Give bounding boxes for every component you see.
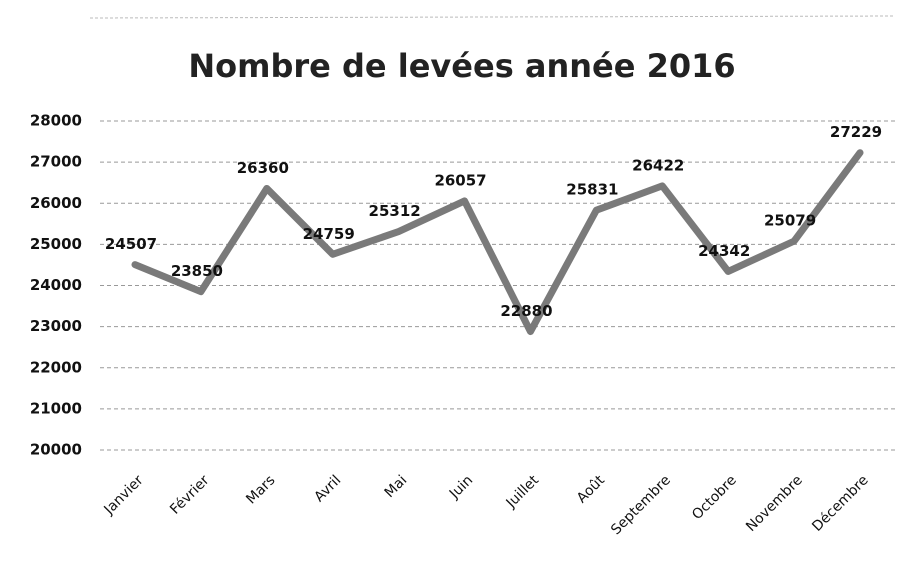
scan-edge: [89, 15, 896, 19]
data-label: 22880: [500, 302, 552, 320]
x-tick-label: Juin: [446, 472, 476, 502]
x-tick-label: Février: [167, 472, 213, 518]
line-series: [131, 149, 864, 336]
data-label: 24507: [105, 235, 157, 253]
data-label: 26422: [632, 156, 684, 174]
data-label: 24342: [698, 242, 750, 260]
y-tick-label: 28000: [30, 112, 82, 130]
data-label: 25312: [369, 202, 421, 220]
y-tick-label: 25000: [30, 235, 82, 253]
data-label: 25831: [566, 181, 618, 199]
x-tick-label: Août: [574, 472, 608, 506]
x-tick-label: Mai: [382, 472, 411, 501]
x-tick-label: Juillet: [503, 472, 543, 512]
x-tick-label: Octobre: [689, 472, 740, 523]
x-tick-label: Mars: [243, 472, 278, 507]
data-label: 24759: [303, 225, 355, 243]
y-tick-label: 20000: [30, 441, 82, 459]
data-label: 27229: [830, 123, 882, 141]
data-label: 23850: [171, 262, 223, 280]
x-tick-label: Novembre: [743, 472, 806, 535]
data-label: 26360: [237, 159, 289, 177]
y-tick-label: 27000: [30, 153, 82, 171]
chart-title: Nombre de levées année 2016: [188, 47, 735, 85]
data-label: 26057: [434, 171, 486, 189]
y-tick-label: 22000: [30, 358, 82, 376]
x-tick-label: Avril: [311, 472, 344, 505]
x-tick-label: Janvier: [101, 472, 147, 518]
x-tick-label: Décembre: [809, 472, 871, 534]
data-label: 25079: [764, 212, 816, 230]
x-tick-label: Septembre: [608, 472, 674, 538]
y-tick-label: 23000: [30, 317, 82, 335]
y-tick-label: 24000: [30, 276, 82, 294]
y-tick-label: 26000: [30, 194, 82, 212]
y-tick-label: 21000: [30, 399, 82, 417]
